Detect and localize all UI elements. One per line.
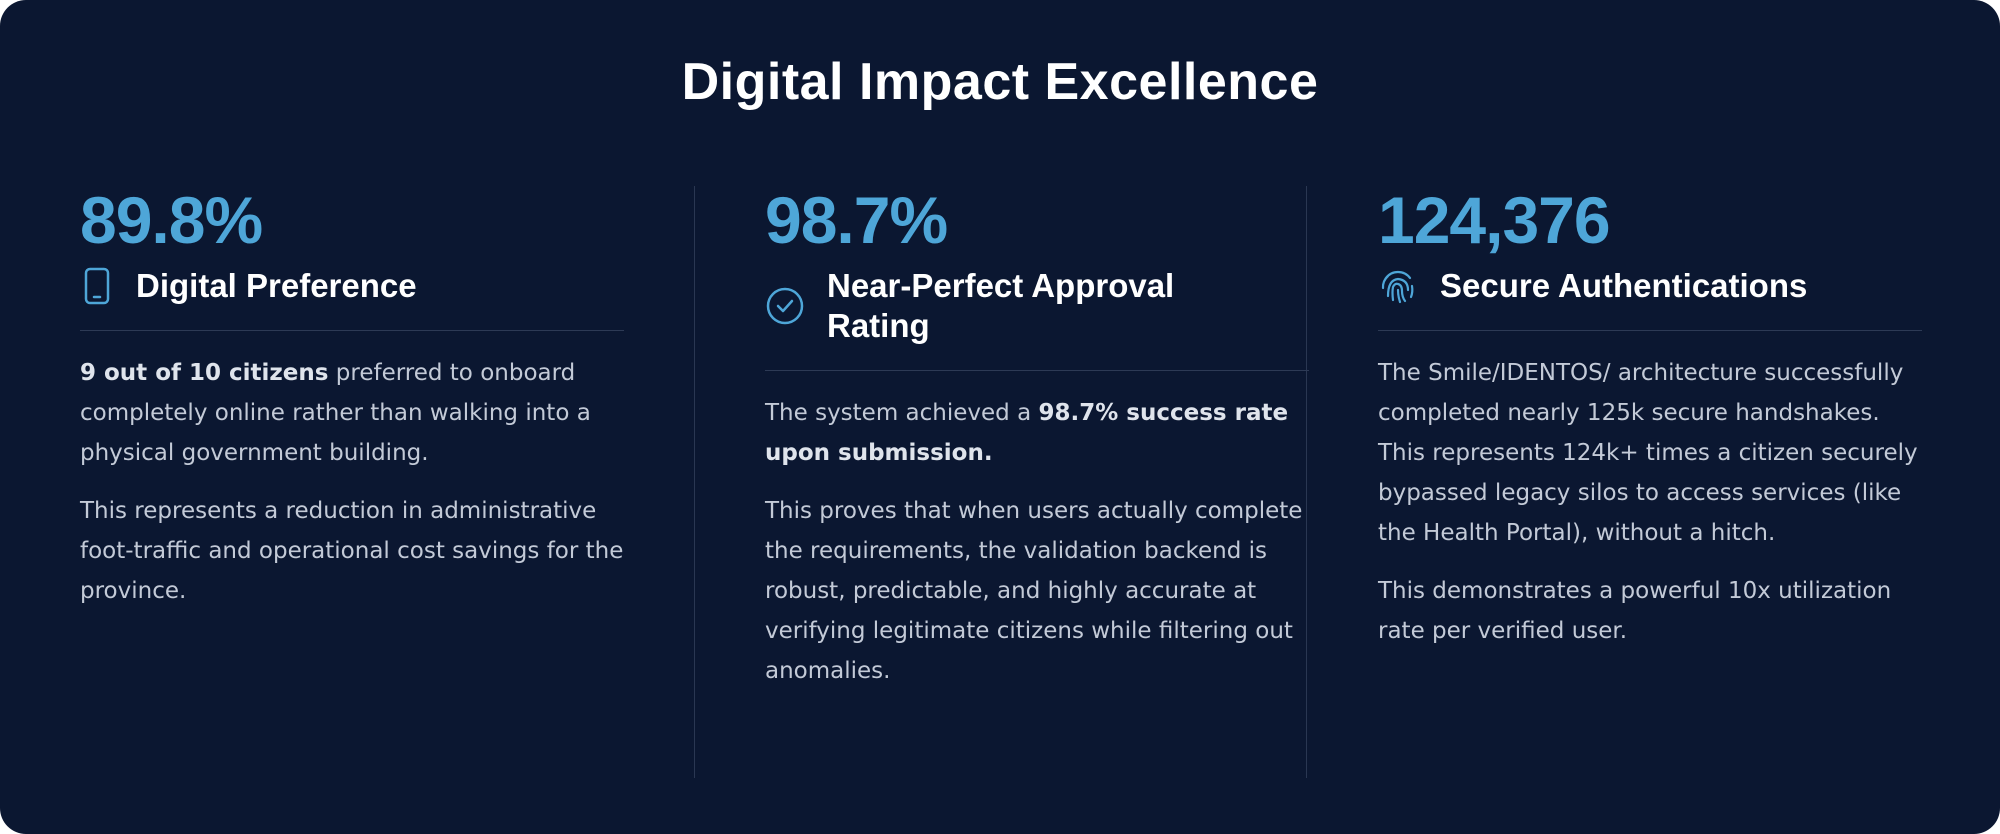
card-title: Digital Impact Excellence [681,53,1319,111]
check-icon [766,287,804,325]
metric-column: 89.8% Digital Preference 9 out of 10 cit… [80,182,624,629]
fingerprint-icon [1381,270,1414,304]
metric-heading: Digital Preference [136,267,417,304]
text: This represents a reduction in administr… [80,498,624,604]
text: The Smile/IDENTOS/ architecture successf… [1378,360,1918,546]
paragraph: This proves that when users actually com… [765,491,1309,691]
metric-header: Secure Authentications [1378,258,1922,331]
metric-heading: Secure Authentications [1440,267,1808,304]
metric-column: 124,376 Secure Authentications The Smile… [1378,182,1922,669]
paragraph: This represents a reduction in administr… [80,491,624,611]
text: preferred to onboard completely online r… [80,360,591,466]
column-divider [694,186,695,778]
metric-value: 98.7% [765,183,948,257]
metric-header: Digital Preference [80,258,624,331]
paragraph: 9 out of 10 citizens preferred to onboar… [80,353,624,473]
metric-value: 124,376 [1378,183,1611,257]
paragraph: This demonstrates a powerful 10x utiliza… [1378,571,1922,651]
metric-header: Near-Perfect Approval Rating [765,258,1309,371]
metric-column: 98.7% Near-Perfect Approval Rating The s… [765,182,1309,709]
text: The system achieved a [765,400,1032,426]
phone-icon [84,267,110,305]
text: This demonstrates a powerful 10x utiliza… [1378,578,1892,644]
bold-text: 9 out of 10 citizens [80,360,329,386]
text: This proves that when users actually com… [765,498,1303,684]
paragraph: The system achieved a 98.7% success rate… [765,393,1309,473]
metric-value: 89.8% [80,183,263,257]
bold-text: 98.7% success rate upon submission. [765,400,1289,466]
metric-heading: Near-Perfect Approval Rating [827,267,1175,344]
column-divider [1306,186,1307,778]
paragraph: The Smile/IDENTOS/ architecture successf… [1378,353,1922,553]
